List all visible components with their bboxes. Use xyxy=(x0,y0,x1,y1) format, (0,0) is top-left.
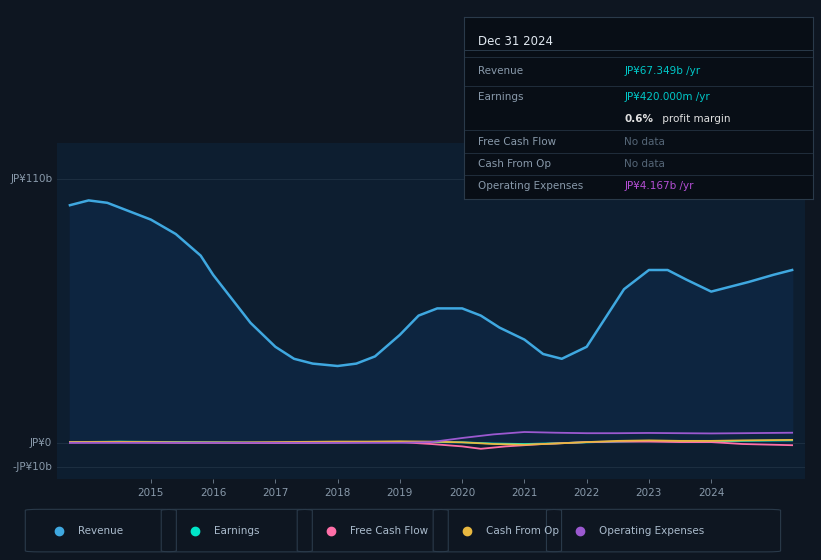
Text: Operating Expenses: Operating Expenses xyxy=(478,181,583,191)
Text: Cash From Op: Cash From Op xyxy=(478,159,551,169)
Text: Revenue: Revenue xyxy=(78,526,123,535)
Text: JP¥67.349b /yr: JP¥67.349b /yr xyxy=(624,67,700,76)
Text: Revenue: Revenue xyxy=(478,67,523,76)
Text: profit margin: profit margin xyxy=(659,114,731,124)
Text: JP¥4.167b /yr: JP¥4.167b /yr xyxy=(624,181,694,191)
Text: Earnings: Earnings xyxy=(214,526,259,535)
Text: -JP¥10b: -JP¥10b xyxy=(12,462,53,472)
Text: JP¥420.000m /yr: JP¥420.000m /yr xyxy=(624,92,710,102)
Text: No data: No data xyxy=(624,159,665,169)
Text: No data: No data xyxy=(624,137,665,147)
Text: Operating Expenses: Operating Expenses xyxy=(599,526,704,535)
Text: JP¥110b: JP¥110b xyxy=(10,174,53,184)
Text: Cash From Op: Cash From Op xyxy=(486,526,559,535)
Text: Free Cash Flow: Free Cash Flow xyxy=(478,137,556,147)
Text: Earnings: Earnings xyxy=(478,92,523,102)
Text: 0.6%: 0.6% xyxy=(624,114,654,124)
Text: Free Cash Flow: Free Cash Flow xyxy=(350,526,429,535)
Text: Dec 31 2024: Dec 31 2024 xyxy=(478,35,553,48)
Text: JP¥0: JP¥0 xyxy=(30,438,53,448)
